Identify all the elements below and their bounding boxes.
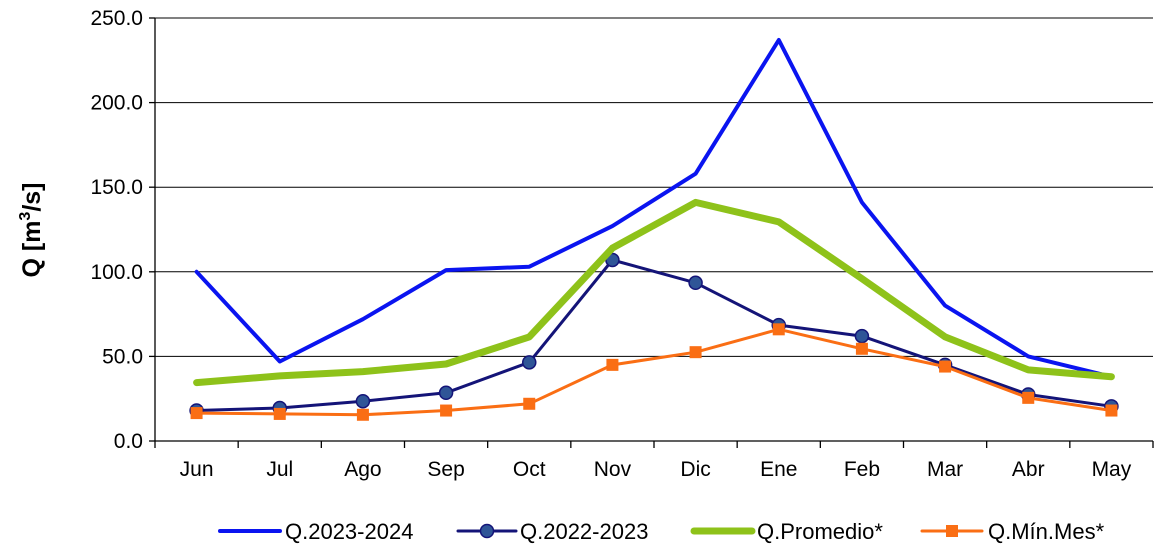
data-point xyxy=(606,358,619,371)
data-point xyxy=(355,393,371,409)
y-axis-label: Q [m3/s] xyxy=(17,182,46,277)
x-tick-label: Sep xyxy=(427,458,464,481)
data-point xyxy=(854,328,870,344)
y-tick-label: 50.0 xyxy=(102,345,143,368)
y-tick-label: 200.0 xyxy=(90,92,143,115)
x-tick-label: Mar xyxy=(927,458,963,481)
legend-label: Q.Promedio* xyxy=(757,519,883,544)
legend-item-2: Q.2022-2023 xyxy=(456,519,648,544)
data-point xyxy=(688,275,703,291)
x-tick-label: Jun xyxy=(180,458,214,481)
legend-label: Q.2022-2023 xyxy=(520,519,648,544)
series-line xyxy=(194,38,1114,379)
y-axis-label-tail: /s] xyxy=(18,182,46,211)
x-tick-labels: Jun Jul Ago Sep Oct Nov Dic Ene Feb Mar Abr May xyxy=(180,458,1132,481)
y-tick-label: 250.0 xyxy=(90,7,143,30)
data-point xyxy=(772,323,785,336)
data-point xyxy=(190,407,203,420)
series-1 xyxy=(194,38,1114,379)
gridlines xyxy=(155,17,1153,357)
legend-marker xyxy=(946,525,958,537)
legend-item-3: Q.Promedio* xyxy=(690,519,883,544)
x-tick-label: Nov xyxy=(594,458,632,481)
y-tick-label: 100.0 xyxy=(90,261,143,284)
data-point xyxy=(939,360,952,373)
x-tick-label: Feb xyxy=(844,458,880,481)
data-point xyxy=(855,342,868,355)
x-tick-label: Ago xyxy=(344,458,381,481)
legend-item-4: Q.Mín.Mes* xyxy=(920,519,1105,544)
x-tick-label: May xyxy=(1092,458,1132,481)
data-point xyxy=(689,346,702,359)
x-tick-label: Oct xyxy=(513,458,546,481)
data-point xyxy=(438,385,454,401)
series-line xyxy=(193,198,1115,387)
data-point xyxy=(523,397,536,410)
data-point xyxy=(356,408,369,421)
legend-label: Q.2023-2024 xyxy=(285,519,413,544)
series-line xyxy=(195,258,1113,412)
y-axis-label-superscript: 3 xyxy=(17,212,34,221)
data-series xyxy=(189,38,1119,421)
series-3 xyxy=(193,198,1115,387)
y-tick-label: 150.0 xyxy=(90,176,143,199)
data-point xyxy=(1105,404,1118,417)
legend-item-1: Q.2023-2024 xyxy=(218,519,413,544)
series-4 xyxy=(190,323,1118,421)
x-tick-label: Dic xyxy=(680,458,710,481)
y-tick-label: 0.0 xyxy=(114,430,143,453)
y-tick-labels: 0.0 50.0 100.0 150.0 200.0 250.0 xyxy=(90,7,143,453)
x-tick-label: Abr xyxy=(1012,458,1045,481)
data-point xyxy=(522,355,537,370)
series-line xyxy=(195,327,1113,417)
data-point xyxy=(1022,391,1035,404)
y-axis-label-main: Q [m xyxy=(18,221,46,278)
legend-marker xyxy=(479,523,495,539)
data-point xyxy=(440,404,453,417)
legend-label: Q.Mín.Mes* xyxy=(988,519,1105,544)
axes xyxy=(149,17,1154,448)
x-tick-label: Ene xyxy=(760,458,797,481)
legend: Q.2023-2024 Q.2022-2023 Q.Promedio* Q.Mín.M… xyxy=(218,519,1105,544)
data-point xyxy=(273,407,286,420)
x-tick-label: Jul xyxy=(266,458,293,481)
